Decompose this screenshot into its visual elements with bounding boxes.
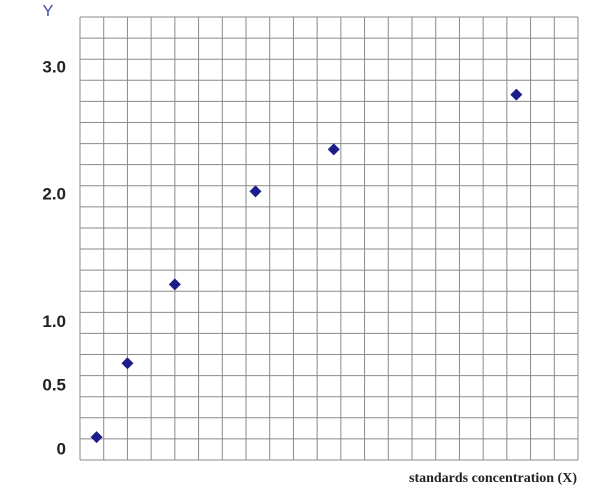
point <box>327 143 340 156</box>
point <box>168 278 181 291</box>
point <box>121 357 134 370</box>
y-tick-label: 1.0 <box>42 312 66 331</box>
y-tick-label: 2.0 <box>42 185 66 204</box>
x-axis-label: standards concentration (X) <box>409 471 577 486</box>
point <box>510 88 523 101</box>
y-axis-label: Y <box>43 3 54 20</box>
y-tick-label: 0.5 <box>42 376 66 395</box>
point <box>90 431 103 444</box>
y-tick-label: 0 <box>57 439 66 458</box>
y-tick-label: 3.0 <box>42 57 66 76</box>
point <box>249 185 262 198</box>
